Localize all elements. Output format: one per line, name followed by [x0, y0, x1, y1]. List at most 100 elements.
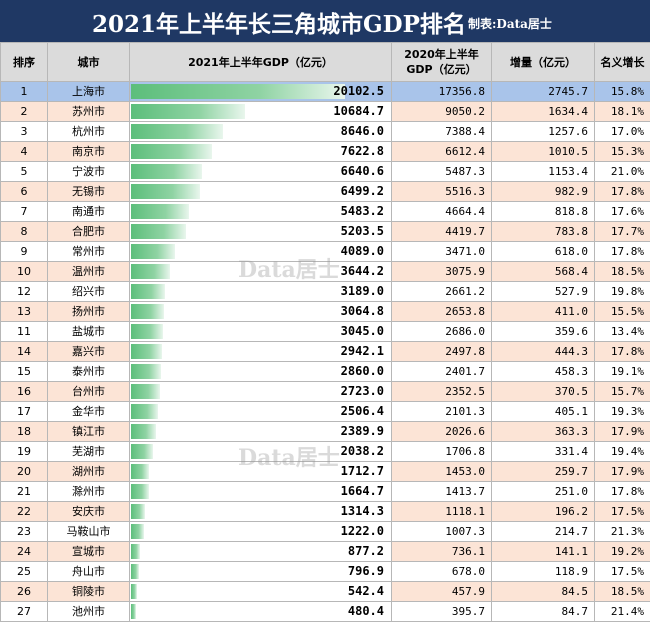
gdp-bar: [131, 224, 186, 239]
growth-cell: 17.7%: [595, 222, 650, 242]
gdp2021-cell: 3189.0: [130, 282, 392, 302]
growth-cell: 19.1%: [595, 362, 650, 382]
city-cell: 金华市: [48, 402, 130, 422]
gdp-bar: [131, 444, 153, 459]
gdp2020-cell: 2661.2: [392, 282, 492, 302]
gdp2021-cell: 2942.1: [130, 342, 392, 362]
city-cell: 湖州市: [48, 462, 130, 482]
gdp2021-value: 1664.7: [341, 484, 384, 498]
city-cell: 上海市: [48, 82, 130, 102]
gdp2020-cell: 7388.4: [392, 122, 492, 142]
gdp2021-value: 3064.8: [341, 304, 384, 318]
gdp2021-value: 3644.2: [341, 264, 384, 278]
gdp-bar: [131, 104, 245, 119]
city-cell: 池州市: [48, 602, 130, 622]
gdp2021-value: 1712.7: [341, 464, 384, 478]
growth-cell: 19.2%: [595, 542, 650, 562]
growth-cell: 17.8%: [595, 242, 650, 262]
city-cell: 马鞍山市: [48, 522, 130, 542]
gdp-bar: [131, 124, 223, 139]
rank-cell: 10: [1, 262, 48, 282]
increase-cell: 363.3: [492, 422, 595, 442]
rank-cell: 13: [1, 302, 48, 322]
growth-cell: 13.4%: [595, 322, 650, 342]
gdp2021-value: 6499.2: [341, 184, 384, 198]
city-cell: 常州市: [48, 242, 130, 262]
gdp2021-value: 2942.1: [341, 344, 384, 358]
increase-cell: 196.2: [492, 502, 595, 522]
city-cell: 苏州市: [48, 102, 130, 122]
growth-cell: 18.1%: [595, 102, 650, 122]
increase-cell: 783.8: [492, 222, 595, 242]
gdp2021-cell: 3064.8: [130, 302, 392, 322]
increase-cell: 359.6: [492, 322, 595, 342]
gdp-table: 排序 城市 2021年上半年GDP（亿元） 2020年上半年GDP（亿元） 增量…: [0, 42, 650, 622]
increase-cell: 568.4: [492, 262, 595, 282]
city-cell: 滁州市: [48, 482, 130, 502]
growth-cell: 19.8%: [595, 282, 650, 302]
rank-cell: 8: [1, 222, 48, 242]
gdp2021-value: 7622.8: [341, 144, 384, 158]
growth-cell: 17.5%: [595, 502, 650, 522]
growth-cell: 21.3%: [595, 522, 650, 542]
gdp2021-cell: 877.2: [130, 542, 392, 562]
gdp-bar: [131, 184, 200, 199]
rank-cell: 21: [1, 482, 48, 502]
growth-cell: 21.4%: [595, 602, 650, 622]
gdp2021-value: 8646.0: [341, 124, 384, 138]
growth-cell: 19.3%: [595, 402, 650, 422]
gdp-bar: [131, 284, 165, 299]
col-header-growth: 名义增长: [595, 43, 650, 82]
gdp2020-cell: 736.1: [392, 542, 492, 562]
rank-cell: 7: [1, 202, 48, 222]
rank-cell: 9: [1, 242, 48, 262]
gdp-bar: [131, 564, 139, 579]
gdp2021-value: 480.4: [348, 604, 384, 618]
increase-cell: 527.9: [492, 282, 595, 302]
gdp-bar: [131, 304, 164, 319]
increase-cell: 1153.4: [492, 162, 595, 182]
col-header-gdp2020: 2020年上半年GDP（亿元）: [392, 43, 492, 82]
page-title: 2021年上半年长三角城市GDP排名: [92, 5, 466, 39]
city-cell: 舟山市: [48, 562, 130, 582]
gdp2020-cell: 3471.0: [392, 242, 492, 262]
growth-cell: 17.9%: [595, 422, 650, 442]
growth-cell: 17.5%: [595, 562, 650, 582]
increase-cell: 411.0: [492, 302, 595, 322]
city-cell: 嘉兴市: [48, 342, 130, 362]
gdp2021-cell: 5203.5: [130, 222, 392, 242]
gdp2021-cell: 542.4: [130, 582, 392, 602]
growth-cell: 15.7%: [595, 382, 650, 402]
gdp2021-value: 10684.7: [333, 104, 384, 118]
gdp2021-cell: 2389.9: [130, 422, 392, 442]
col-header-increase: 增量（亿元）: [492, 43, 595, 82]
gdp2021-value: 3189.0: [341, 284, 384, 298]
increase-cell: 458.3: [492, 362, 595, 382]
increase-cell: 370.5: [492, 382, 595, 402]
title-bar: 2021年上半年长三角城市GDP排名 制表:Data居士: [0, 0, 650, 42]
rank-cell: 19: [1, 442, 48, 462]
city-cell: 合肥市: [48, 222, 130, 242]
increase-cell: 405.1: [492, 402, 595, 422]
growth-cell: 18.5%: [595, 262, 650, 282]
city-cell: 宣城市: [48, 542, 130, 562]
gdp2020-cell: 457.9: [392, 582, 492, 602]
gdp2021-value: 877.2: [348, 544, 384, 558]
gdp2021-value: 4089.0: [341, 244, 384, 258]
gdp2021-cell: 20102.5: [130, 82, 392, 102]
increase-cell: 118.9: [492, 562, 595, 582]
increase-cell: 1010.5: [492, 142, 595, 162]
city-cell: 无锡市: [48, 182, 130, 202]
city-cell: 盐城市: [48, 322, 130, 342]
